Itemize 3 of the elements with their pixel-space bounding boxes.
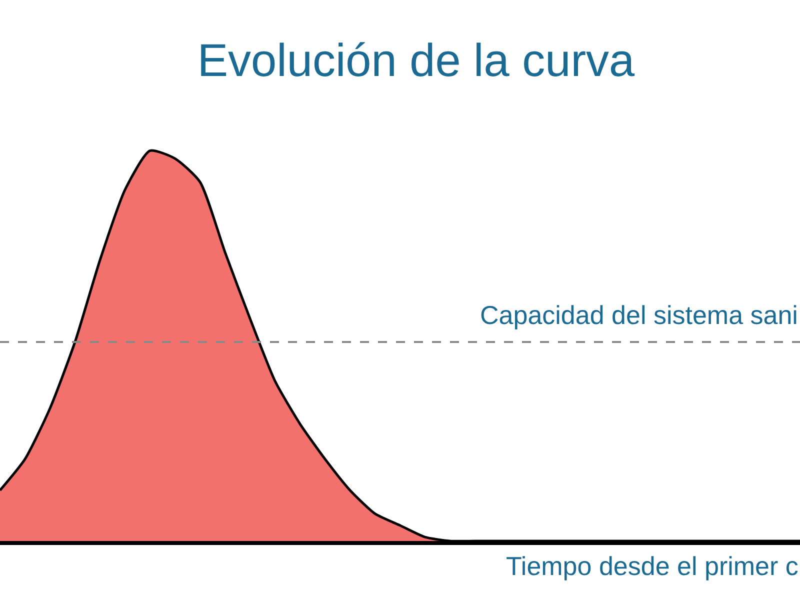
ref-line-label: Capacidad del sistema sani	[480, 300, 798, 330]
x-axis-title: Tiempo desde el primer c	[506, 551, 798, 581]
chart-title: Evolución de la curva	[197, 34, 636, 86]
